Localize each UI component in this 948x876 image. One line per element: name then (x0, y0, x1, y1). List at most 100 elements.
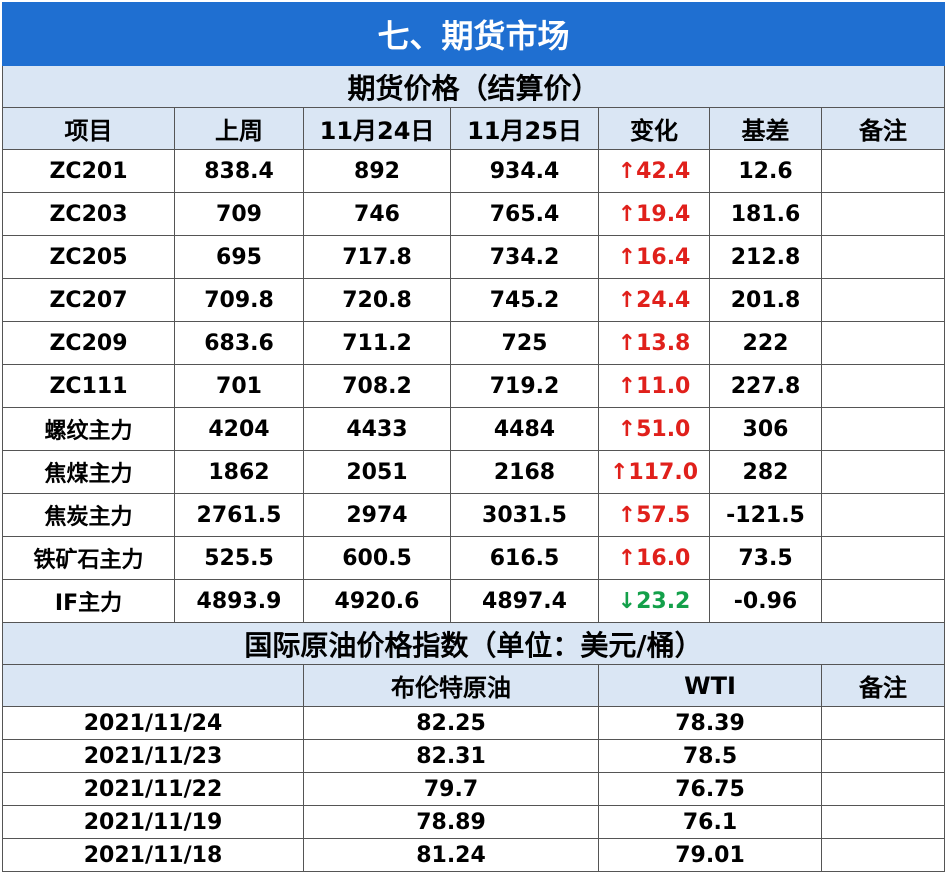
futures-nov24-cell: 708.2 (303, 364, 451, 408)
futures-change-cell: ↑11.0 (598, 364, 710, 408)
futures-nov24-cell: 711.2 (303, 321, 451, 365)
futures-note-cell (820, 536, 946, 580)
futures-name-cell: ZC209 (2, 321, 175, 365)
oil-date-cell: 2021/11/19 (2, 805, 304, 839)
futures-last-week-cell: 695 (174, 235, 304, 279)
futures-last-week-cell: 4893.9 (174, 579, 304, 623)
futures-name-cell: 焦煤主力 (2, 450, 175, 494)
futures-last-week-cell: 838.4 (174, 149, 304, 193)
futures-basis-cell: 181.6 (709, 192, 822, 236)
futures-note-cell (820, 407, 946, 451)
futures-change-cell: ↑117.0 (598, 450, 710, 494)
futures-note-cell (820, 364, 946, 408)
futures-note-cell (820, 579, 946, 623)
futures-nov25-cell: 719.2 (450, 364, 599, 408)
futures-change-cell: ↑13.8 (598, 321, 710, 365)
futures-note-cell (820, 235, 946, 279)
futures-nov24-cell: 2974 (303, 493, 451, 537)
header-last-week: 上周 (174, 107, 304, 150)
futures-note-cell (820, 450, 946, 494)
table-row: 2021/11/23 82.31 78.5 (2, 739, 946, 773)
futures-nov25-cell: 4897.4 (450, 579, 599, 623)
oil-date-cell: 2021/11/24 (2, 706, 304, 740)
futures-nov25-cell: 3031.5 (450, 493, 599, 537)
futures-name-cell: IF主力 (2, 579, 175, 623)
title-row: 七、期货市场 (1, 2, 946, 66)
futures-nov25-cell: 616.5 (450, 536, 599, 580)
oil-wti-cell: 76.1 (598, 805, 822, 839)
table-row: IF主力 4893.9 4920.6 4897.4 ↓23.2 -0.96 (2, 579, 946, 623)
futures-last-week-cell: 683.6 (174, 321, 304, 365)
oil-header-row: 布伦特原油 WTI 备注 (2, 664, 946, 707)
futures-nov25-cell: 2168 (450, 450, 599, 494)
header-note: 备注 (820, 107, 946, 150)
oil-brent-cell: 78.89 (303, 805, 599, 839)
futures-change-cell: ↑19.4 (598, 192, 710, 236)
futures-basis-cell: 306 (709, 407, 822, 451)
futures-nov24-cell: 746 (303, 192, 451, 236)
table-row: 螺纹主力 4204 4433 4484 ↑51.0 306 (2, 407, 946, 451)
header-basis: 基差 (709, 107, 822, 150)
page-title: 七、期货市场 (1, 2, 946, 66)
futures-basis-cell: -0.96 (709, 579, 822, 623)
oil-wti-cell: 76.75 (598, 772, 822, 806)
futures-change-cell: ↑16.4 (598, 235, 710, 279)
futures-last-week-cell: 701 (174, 364, 304, 408)
futures-header-row: 项目 上周 11月24日 11月25日 变化 基差 备注 (2, 107, 946, 150)
futures-change-cell: ↑42.4 (598, 149, 710, 193)
table-row: 焦煤主力 1862 2051 2168 ↑117.0 282 (2, 450, 946, 494)
oil-note-cell (820, 739, 946, 773)
futures-last-week-cell: 709.8 (174, 278, 304, 322)
oil-date-cell: 2021/11/18 (2, 838, 304, 872)
futures-name-cell: 铁矿石主力 (2, 536, 175, 580)
futures-last-week-cell: 1862 (174, 450, 304, 494)
oil-header-wti: WTI (598, 664, 822, 707)
oil-note-cell (820, 706, 946, 740)
oil-date-cell: 2021/11/23 (2, 739, 304, 773)
table-row: ZC201 838.4 892 934.4 ↑42.4 12.6 (2, 149, 946, 193)
futures-basis-cell: 73.5 (709, 536, 822, 580)
oil-header-note: 备注 (820, 664, 946, 707)
futures-nov24-cell: 720.8 (303, 278, 451, 322)
futures-name-cell: 螺纹主力 (2, 407, 175, 451)
futures-basis-cell: 227.8 (709, 364, 822, 408)
table-row: 2021/11/24 82.25 78.39 (2, 706, 946, 740)
oil-wti-cell: 78.39 (598, 706, 822, 740)
futures-name-cell: ZC111 (2, 364, 175, 408)
futures-nov24-cell: 4433 (303, 407, 451, 451)
futures-note-cell (820, 321, 946, 365)
header-nov25: 11月25日 (450, 107, 599, 150)
oil-note-cell (820, 805, 946, 839)
oil-note-cell (820, 772, 946, 806)
futures-note-cell (820, 192, 946, 236)
futures-nov24-cell: 600.5 (303, 536, 451, 580)
futures-last-week-cell: 525.5 (174, 536, 304, 580)
futures-nov24-cell: 892 (303, 149, 451, 193)
futures-name-cell: ZC205 (2, 235, 175, 279)
futures-basis-cell: 212.8 (709, 235, 822, 279)
header-change: 变化 (598, 107, 710, 150)
header-nov24: 11月24日 (303, 107, 451, 150)
oil-section-row: 国际原油价格指数（单位：美元/桶） (1, 622, 946, 665)
futures-section-row: 期货价格（结算价） (1, 65, 946, 108)
oil-wti-cell: 78.5 (598, 739, 822, 773)
oil-date-cell: 2021/11/22 (2, 772, 304, 806)
oil-brent-cell: 82.25 (303, 706, 599, 740)
table-row: 焦炭主力 2761.5 2974 3031.5 ↑57.5 -121.5 (2, 493, 946, 537)
futures-basis-cell: -121.5 (709, 493, 822, 537)
table-row: 2021/11/18 81.24 79.01 (2, 838, 946, 872)
futures-last-week-cell: 4204 (174, 407, 304, 451)
oil-header-date (2, 664, 304, 707)
futures-section-title: 期货价格（结算价） (1, 65, 946, 108)
oil-brent-cell: 81.24 (303, 838, 599, 872)
table-row: ZC205 695 717.8 734.2 ↑16.4 212.8 (2, 235, 946, 279)
futures-change-cell: ↑16.0 (598, 536, 710, 580)
futures-note-cell (820, 493, 946, 537)
table-row: 2021/11/22 79.7 76.75 (2, 772, 946, 806)
futures-note-cell (820, 278, 946, 322)
oil-wti-cell: 79.01 (598, 838, 822, 872)
futures-name-cell: 焦炭主力 (2, 493, 175, 537)
futures-change-cell: ↑24.4 (598, 278, 710, 322)
futures-basis-cell: 282 (709, 450, 822, 494)
